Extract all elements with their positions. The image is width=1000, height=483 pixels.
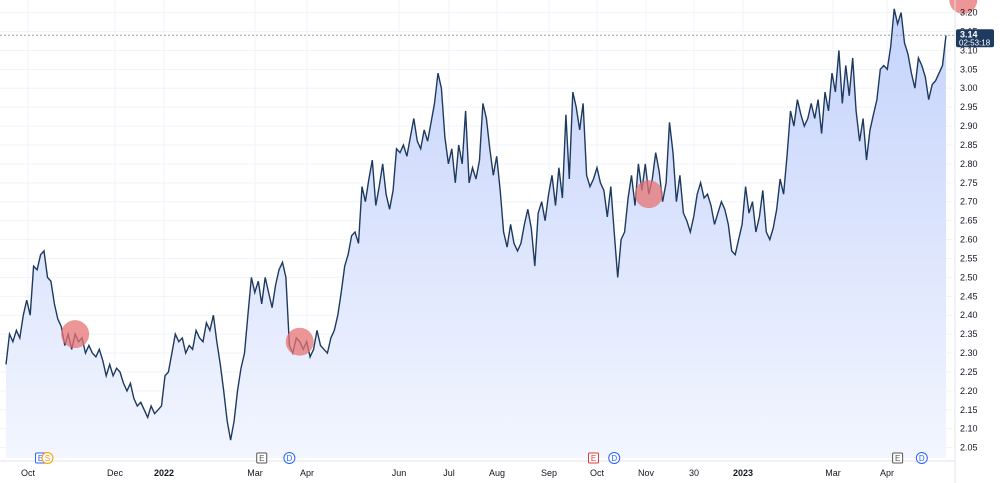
- y-tick-label: 2.25: [960, 367, 978, 377]
- x-tick-label: Jun: [392, 468, 407, 478]
- y-tick-label: 2.35: [960, 329, 978, 339]
- last-price-badge-bg: [956, 29, 994, 48]
- y-tick-label: 2.95: [960, 102, 978, 112]
- y-tick-label: 2.70: [960, 197, 978, 207]
- x-tick-label: Jul: [443, 468, 455, 478]
- x-tick-label: Mar: [825, 468, 841, 478]
- x-axis[interactable]: Oct Dec 2022 Mar Apr Jun Jul Aug Sep Oct Nov 30 2023…: [0, 460, 955, 478]
- x-tick-label: 30: [689, 468, 699, 478]
- event-letter: E: [591, 454, 596, 463]
- event-marker-earnings[interactable]: E: [256, 452, 268, 464]
- y-tick-label: 2.15: [960, 405, 978, 415]
- event-marker-split[interactable]: S: [41, 452, 54, 464]
- x-tick-label: Oct: [590, 468, 605, 478]
- y-tick-label: 2.60: [960, 235, 978, 245]
- event-marker-dividend[interactable]: D: [283, 452, 296, 464]
- last-price-badge: 3.14 02:53:18: [956, 29, 994, 48]
- event-letter: D: [611, 454, 617, 463]
- x-tick-label: Apr: [300, 468, 314, 478]
- y-tick-label: 2.80: [960, 159, 978, 169]
- x-tick-label: Dec: [107, 468, 124, 478]
- y-tick-label: 2.10: [960, 424, 978, 434]
- price-area-fill: [6, 8, 946, 459]
- highlight-circle: [285, 327, 314, 356]
- y-tick-label: 2.30: [960, 348, 978, 358]
- last-price-label: 3.14: [960, 29, 978, 39]
- y-tick-label: 2.45: [960, 291, 978, 301]
- x-tick-label: Apr: [880, 468, 894, 478]
- y-tick-label: 3.10: [960, 45, 978, 55]
- event-marker-earnings[interactable]: E: [588, 452, 599, 464]
- event-letter: E: [895, 454, 900, 463]
- event-letter: D: [919, 454, 925, 463]
- y-tick-label: 3.00: [960, 83, 978, 93]
- y-tick-label: 2.55: [960, 253, 978, 263]
- y-tick-label: 2.50: [960, 272, 978, 282]
- countdown-label: 02:53:18: [959, 38, 991, 47]
- event-letter: S: [45, 454, 50, 463]
- y-tick-label: 2.90: [960, 121, 978, 131]
- event-marker-dividend[interactable]: D: [915, 452, 928, 464]
- x-tick-label: Mar: [247, 468, 263, 478]
- event-letter: E: [38, 454, 43, 463]
- highlight-circle: [634, 180, 663, 209]
- y-tick-label: 3.20: [960, 8, 978, 18]
- x-tick-label: 2023: [733, 468, 753, 478]
- x-tick-label: Sep: [541, 468, 557, 478]
- event-marker-dividend[interactable]: D: [608, 452, 621, 464]
- highlight-markers: [61, 0, 978, 356]
- y-tick-label: 2.20: [960, 386, 978, 396]
- x-tick-label: Aug: [489, 468, 505, 478]
- x-tick-label: 2022: [154, 468, 174, 478]
- event-letter: D: [286, 454, 292, 463]
- event-marker-earnings[interactable]: E: [892, 452, 904, 464]
- x-tick-label: Nov: [638, 468, 655, 478]
- y-tick-label: 2.85: [960, 140, 978, 150]
- y-axis[interactable]: 2.05 2.10 2.15 2.20 2.25 2.30 2.35 2.40 2.45 2.50…: [954, 0, 978, 483]
- y-tick-label: 3.05: [960, 64, 978, 74]
- y-tick-label: 2.65: [960, 216, 978, 226]
- y-tick-label: 2.75: [960, 178, 978, 188]
- event-letter: E: [259, 454, 264, 463]
- y-tick-label: 2.05: [960, 443, 978, 453]
- x-tick-label: Oct: [21, 468, 36, 478]
- y-tick-label: 2.40: [960, 310, 978, 320]
- highlight-circle: [61, 320, 90, 349]
- highlight-circle: [949, 0, 978, 14]
- price-line: [5, 8, 947, 441]
